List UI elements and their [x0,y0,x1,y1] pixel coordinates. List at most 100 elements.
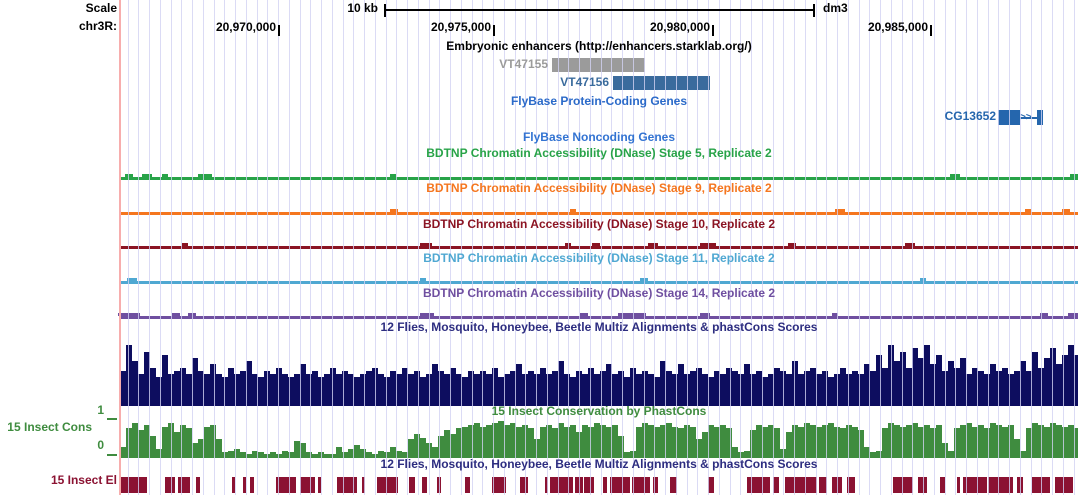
multiz-track-title-2[interactable]: 12 Flies, Mosquito, Honeybee, Beetle Mul… [380,457,818,471]
phastcons-bar [864,447,870,458]
phastcons-bar [720,425,726,458]
insect-el-block[interactable] [632,477,650,493]
multiz-bar [432,364,438,406]
multiz-bar [810,368,816,406]
bdtnp-signal-peak [127,278,137,281]
gene-cg13652-exon2[interactable] [1037,110,1043,125]
bdtnp-signal-line[interactable] [120,316,1078,319]
multiz-bar [396,374,402,406]
multiz-bar [150,368,156,406]
gridline [944,0,946,495]
multiz-track-title[interactable]: 12 Flies, Mosquito, Honeybee, Beetle Mul… [380,320,818,334]
insect-el-block[interactable] [988,477,1013,493]
insect-el-block[interactable] [520,477,528,493]
insect-el-block[interactable] [893,477,913,493]
bdtnp-track-title[interactable]: BDTNP Chromatin Accessibility (DNase) St… [426,146,772,160]
multiz-bar [360,374,366,406]
insect-el-block[interactable] [747,477,770,493]
bdtnp-signal-line[interactable] [120,212,1078,215]
gridline [729,0,731,495]
insect-el-block[interactable] [819,477,827,493]
ruler-tick-mark [712,25,714,36]
insect-el-block[interactable] [584,477,594,493]
insect-el-block[interactable] [545,477,548,493]
multiz-bar [474,374,480,406]
multiz-bar [726,368,732,406]
bdtnp-track-title[interactable]: BDTNP Chromatin Accessibility (DNase) St… [422,286,776,300]
insect-el-block[interactable] [670,477,677,493]
insect-el-block[interactable] [362,477,365,493]
insect-el-block[interactable] [121,477,147,493]
phastcons-bar [462,427,468,458]
enhancer-vt47156-box[interactable] [613,76,710,90]
bdtnp-track-title[interactable]: BDTNP Chromatin Accessibility (DNase) St… [423,251,775,265]
multiz-bar [792,361,798,406]
insect-el-block[interactable] [437,477,441,493]
insect-el-block[interactable] [773,477,779,493]
phastcons-bar [768,425,774,458]
multiz-bar [546,374,552,406]
gridline [493,0,494,495]
insect-el-block[interactable] [550,477,573,493]
bdtnp-signal-peak [420,278,426,281]
phastcons-bar [924,425,930,458]
enhancer-vt47155-label[interactable]: VT47155 [499,57,548,71]
phastcons-bar [534,439,540,458]
insect-el-block[interactable] [409,477,415,493]
insect-el-block[interactable] [785,477,817,493]
insect-el-block[interactable] [492,477,506,493]
bdtnp-track-title[interactable]: BDTNP Chromatin Accessibility (DNase) St… [426,181,772,195]
insect-el-block[interactable] [918,477,927,493]
phastcons-bar [348,449,354,458]
insect-el-block[interactable] [963,477,987,493]
gene-cg13652-label[interactable]: CG13652 [944,109,996,123]
insect-el-block[interactable] [300,477,315,493]
phastcons-left-label[interactable]: 15 Insect Cons [7,420,92,434]
insect-el-block[interactable] [243,477,246,493]
bdtnp-signal-line[interactable] [120,246,1078,249]
phastcons-bar [288,452,294,458]
multiz-bar [984,374,990,406]
insect-el-block[interactable] [232,477,235,493]
insect-el-block[interactable] [708,477,714,493]
phastcons-track-title[interactable]: 15 Insect Conservation by PhastCons [491,404,707,418]
insect-el-block[interactable] [165,477,175,493]
flybase-noncoding-title[interactable]: FlyBase Noncoding Genes [522,130,676,144]
gridline [643,0,645,495]
multiz-bar [1068,345,1074,406]
multiz-bar [966,374,972,406]
insect-el-block[interactable] [610,477,630,493]
insect-el-block[interactable] [847,477,855,493]
multiz-bar [978,371,984,406]
insect-el-block[interactable] [422,477,427,493]
insect-el-block[interactable] [196,477,200,493]
insect-el-block[interactable] [337,477,357,493]
insect-el-block[interactable] [603,477,607,493]
insect-el-block[interactable] [653,477,658,493]
insect-el-block[interactable] [957,477,960,493]
enhancers-track-title[interactable]: Embryonic enhancers (http://enhancers.st… [446,39,752,53]
insect-el-block[interactable] [1032,477,1050,493]
gridline [342,0,344,495]
insect-el-block[interactable] [250,477,254,493]
multiz-bar [402,368,408,406]
multiz-bar [1050,348,1056,406]
gridline [761,0,763,495]
insect-el-left-label[interactable]: 15 Insect El [50,473,117,487]
insect-el-block[interactable] [178,477,190,493]
multiz-bar [840,368,846,406]
insect-el-block[interactable] [318,477,321,493]
bdtnp-signal-line[interactable] [120,281,1078,284]
insect-el-block[interactable] [1055,477,1073,493]
enhancer-vt47156-label[interactable]: VT47156 [560,75,609,89]
multiz-bar [234,374,240,406]
insect-el-block[interactable] [940,477,945,493]
bdtnp-signal-line[interactable] [120,177,1078,180]
phastcons-bar [1062,427,1068,458]
bdtnp-track-title[interactable]: BDTNP Chromatin Accessibility (DNase) St… [422,217,776,231]
enhancer-vt47155-box[interactable] [552,58,645,72]
insect-el-block[interactable] [377,477,398,493]
flybase-protein-coding-title[interactable]: FlyBase Protein-Coding Genes [510,94,688,108]
insect-el-block[interactable] [465,477,470,493]
insect-el-block[interactable] [276,477,296,493]
